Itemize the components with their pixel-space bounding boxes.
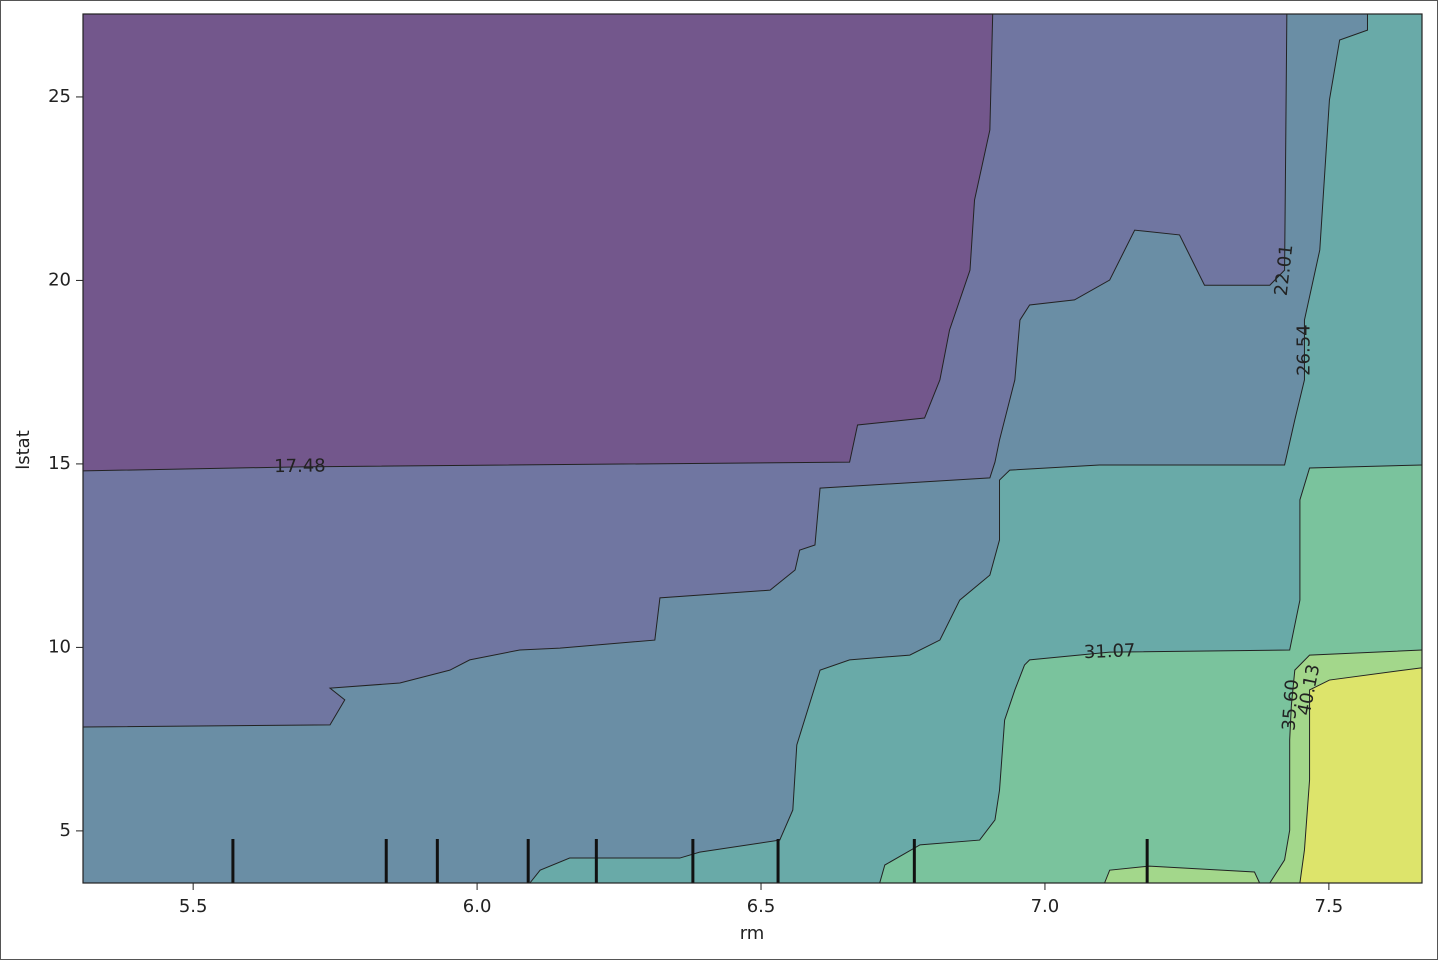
- plot-area: [82, 13, 1423, 884]
- contour-line: [1299, 667, 1422, 884]
- x-tick-label: 6.5: [747, 896, 776, 917]
- x-tick-label: 6.0: [463, 896, 492, 917]
- plot-border: [82, 13, 1423, 884]
- y-tick-label: 5: [60, 820, 71, 841]
- contour-band: [879, 465, 1422, 883]
- y-tick-label: 25: [48, 86, 71, 107]
- contour-line: [82, 13, 1288, 728]
- contour-line: [1104, 865, 1261, 884]
- x-tick-label: 7.0: [1031, 896, 1060, 917]
- contour-band: [1299, 667, 1422, 883]
- contour-line: [879, 464, 1423, 884]
- contour-label: 35.60: [1279, 679, 1304, 732]
- contour-line: [82, 13, 994, 472]
- contour-line: [1269, 649, 1423, 884]
- x-tick-label: 5.5: [179, 896, 208, 917]
- contour-label: 26.54: [1293, 324, 1314, 376]
- y-axis-label: lstat: [13, 430, 34, 470]
- contour-label: 17.48: [274, 456, 326, 478]
- x-tick-label: 7.5: [1315, 896, 1344, 917]
- y-tick-label: 10: [48, 636, 71, 657]
- x-axis-label: rm: [740, 923, 765, 944]
- y-tick-label: 20: [48, 269, 71, 290]
- contour-label: 31.07: [1084, 640, 1136, 663]
- y-tick-label: 15: [48, 453, 71, 474]
